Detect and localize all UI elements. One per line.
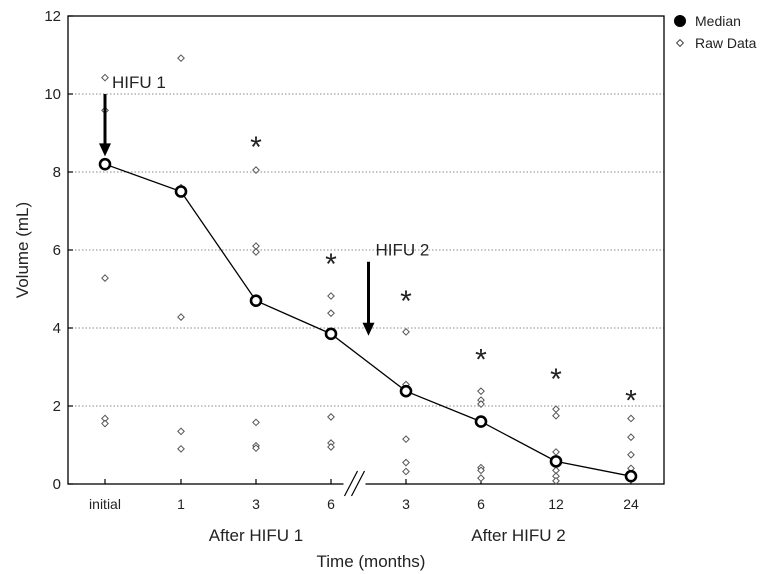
raw-data-point [252,166,260,174]
significance-star: * [250,131,262,164]
x-group-label: After HIFU 2 [471,526,565,545]
raw-data-point [327,413,335,421]
raw-data-point [177,427,185,436]
significance-star: * [625,384,637,417]
y-axis-label: Volume (mL) [13,202,32,298]
raw-data-point [252,418,260,427]
raw-data-point [477,387,485,396]
significance-markers: * * * * * * [250,131,637,418]
median-point [249,294,263,308]
y-tick-label: 6 [53,242,61,259]
raw-data-point [402,458,410,467]
raw-data-point [552,448,560,456]
annotation-label: HIFU 1 [112,73,166,92]
axis-break-gap [343,470,366,496]
x-tick-label: 12 [548,496,564,512]
raw-data-point [627,433,635,442]
significance-star: * [475,343,487,376]
median-point [549,455,563,468]
x-tick-label: 3 [252,496,260,512]
significance-star: * [400,285,412,318]
raw-data-point [552,411,560,420]
raw-data-point [101,419,109,428]
x-group-labels: After HIFU 1 After HIFU 2 [209,526,566,545]
raw-data-point [552,405,560,414]
raw-data-point [402,467,410,476]
x-axis-ticks: initial 1 3 6 3 6 12 24 [89,479,639,512]
legend-marker-raw-data [675,38,685,48]
raw-data-point [627,450,635,459]
median-point [324,327,338,341]
raw-data-point [327,309,335,318]
raw-data-point [177,444,185,453]
median-point [98,157,112,171]
axis-break-line [343,470,359,497]
y-tick-label: 8 [53,164,61,181]
raw-data-point [402,327,410,336]
raw-data-point [177,54,185,63]
x-tick-label: 1 [177,496,185,512]
significance-star: * [325,248,337,281]
x-tick-label: 6 [477,496,485,512]
median-series [98,157,638,483]
raw-data-point [477,474,485,483]
raw-data-point [327,443,335,451]
raw-data-point [327,292,335,300]
raw-data-point [101,73,109,82]
raw-data-point [402,435,410,444]
gridlines [68,93,664,407]
x-axis-label: Time (months) [317,552,426,571]
raw-data-point [252,444,260,453]
raw-data-point [101,274,109,282]
y-tick-label: 4 [53,320,61,337]
significance-star: * [550,363,562,396]
legend-label: Raw Data [695,35,757,51]
legend-marker-median [674,15,686,27]
raw-data-point [627,414,635,423]
median-point [399,384,413,398]
raw-data-point [252,248,260,256]
x-tick-label: 24 [623,496,639,512]
annotation-label: HIFU 2 [376,241,430,260]
x-tick-label: initial [89,496,121,512]
x-tick-label: 6 [327,496,335,512]
annotation-arrow-head [99,143,111,157]
y-tick-label: 0 [53,476,61,493]
y-tick-label: 2 [53,398,61,415]
y-tick-label: 12 [44,8,61,25]
y-tick-label: 10 [44,86,61,103]
axis-break-marker [343,470,366,497]
x-group-label: After HIFU 1 [209,526,303,545]
legend-label: Median [695,13,741,29]
raw-data-point [477,400,485,408]
raw-data-point [552,476,560,485]
median-point [474,415,488,428]
x-tick-label: 3 [402,496,410,512]
raw-data-point [177,313,185,321]
annotation-arrow-head [362,322,375,336]
median-line [104,163,632,477]
legend: Median Raw Data [674,13,757,51]
y-axis-ticks: 0 2 4 6 8 10 12 [44,8,73,493]
median-point [174,185,188,198]
median-point [624,469,638,483]
raw-data-point [477,466,485,475]
annotations: HIFU 1 HIFU 2 [99,73,429,336]
axis-break-line [350,470,366,497]
